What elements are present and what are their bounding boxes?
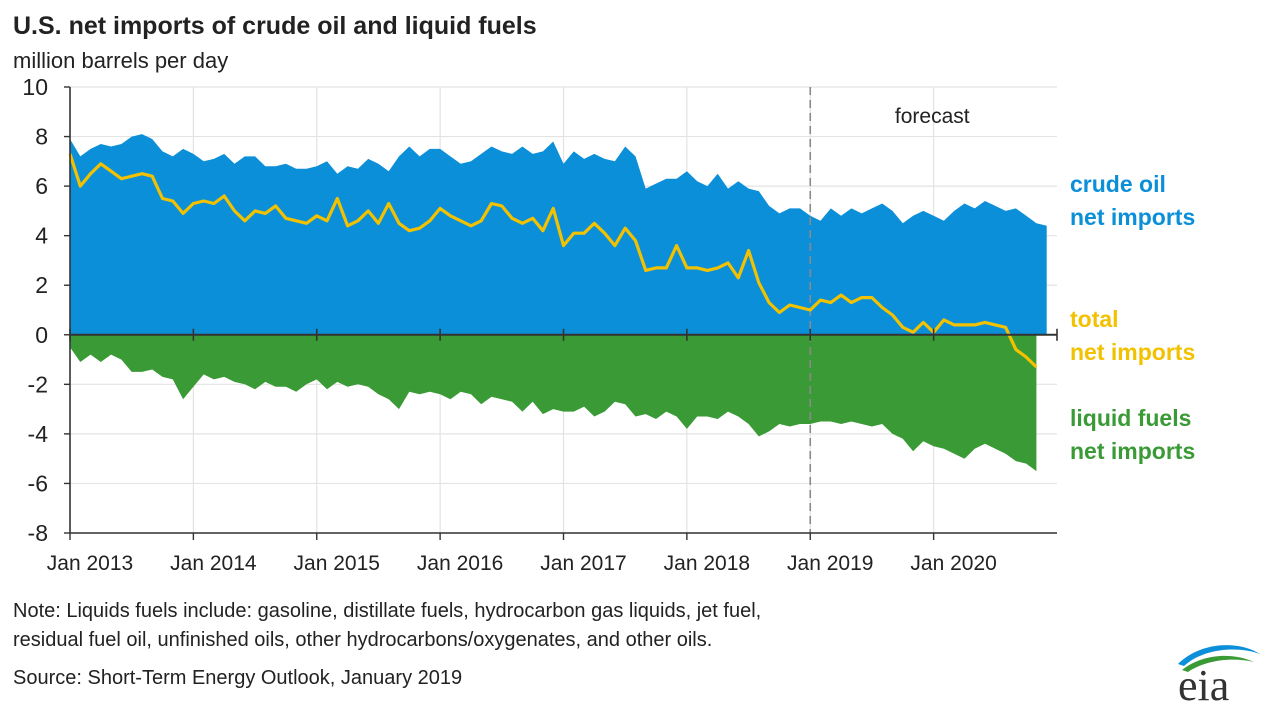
x-tick-label: Jan 2020 [910,552,996,575]
chart-svg: forecast -8 -6 -4 -2 0 2 4 6 8 10 Jan 2013 Jan 2014 J… [22,74,1195,575]
series-label: net imports [1070,339,1195,365]
total-net-imports-line [68,153,1038,369]
note-line-1: Note: Liquids fuels include: gasoline, d… [13,600,762,622]
forecast-label: forecast [895,105,970,128]
y-tick-label: 2 [35,272,48,298]
chart-subtitle: million barrels per day [13,48,229,73]
chart-note: Note: Liquids fuels include: gasoline, d… [13,597,761,655]
eia-swoosh-green-icon [1182,655,1254,672]
note-line-2: residual fuel oil, unfinished oils, othe… [13,629,713,651]
x-tick-label: Jan 2015 [294,552,380,575]
y-tick-label: 0 [35,322,48,348]
x-tick-label: Jan 2014 [170,552,257,575]
y-tick-label: -4 [28,421,49,447]
x-tick-label: Jan 2016 [417,552,503,575]
chart-source: Source: Short-Term Energy Outlook, Janua… [13,667,463,689]
series-label: net imports [1070,204,1195,230]
crude-oil-area [70,134,1047,335]
y-tick-label: -2 [28,371,48,397]
series-label: total [1070,306,1119,332]
eia-logo-text: eia [1178,661,1229,705]
series-label: net imports [1070,438,1195,464]
y-tick-label: 6 [35,173,48,199]
liquid-fuels-area [70,334,1037,472]
chart-title: U.S. net imports of crude oil and liquid… [13,12,537,40]
series-label: crude oil [1070,171,1166,197]
y-tick-label: 4 [35,223,48,249]
y-tick-label: 10 [22,74,48,100]
y-tick-label: 8 [35,124,48,150]
y-tick-label: -6 [28,470,48,496]
x-tick-label: Jan 2013 [47,552,133,575]
eia-logo: eia [1170,640,1265,710]
y-tick-label: -8 [28,520,48,546]
x-tick-label: Jan 2017 [540,552,626,575]
eia-swoosh-blue-icon [1178,645,1260,666]
x-tick-label: Jan 2019 [787,552,873,575]
x-tick-label: Jan 2018 [664,552,750,575]
series-label: liquid fuels [1070,405,1191,431]
eia-swoosh-logo-icon: eia [1178,645,1260,710]
